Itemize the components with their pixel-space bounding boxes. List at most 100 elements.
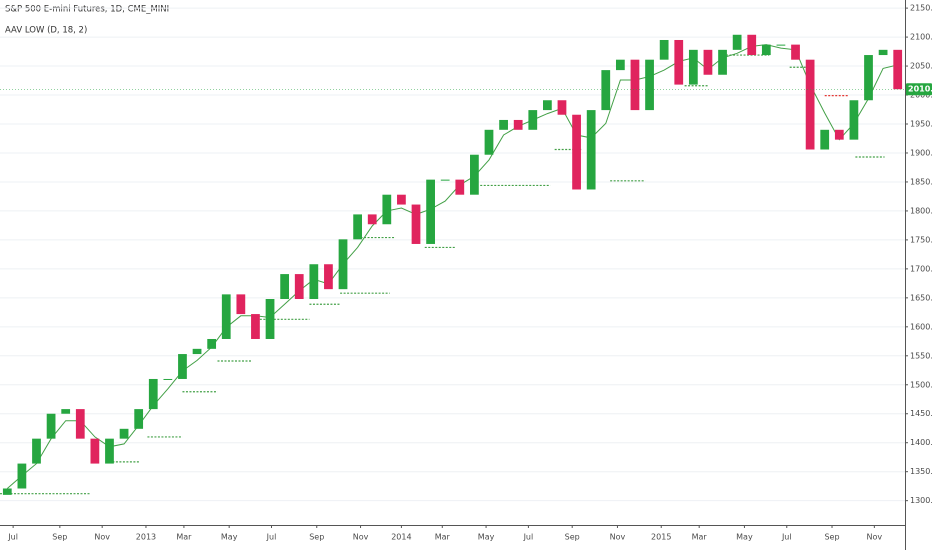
x-tick-label: May <box>478 533 495 542</box>
candle-body <box>732 34 742 50</box>
candle-body <box>484 129 494 155</box>
candle-body <box>528 110 538 130</box>
x-tick-label: Sep <box>565 533 580 542</box>
y-tick-label: 1300.00 <box>910 496 932 505</box>
candle-body <box>192 348 202 355</box>
x-tick-label: Sep <box>824 533 839 542</box>
x-tick-label: Sep <box>52 533 67 542</box>
candle-body <box>134 409 144 429</box>
candle-body <box>645 59 654 111</box>
candle-body <box>221 294 231 339</box>
y-tick-label: 1950.00 <box>910 120 932 129</box>
x-tick-label: Mar <box>435 533 451 542</box>
candle-body <box>440 179 450 181</box>
x-tick-label: May <box>221 533 238 542</box>
candle-body <box>601 70 611 111</box>
candle-body <box>17 463 27 489</box>
candle-body <box>630 59 640 111</box>
candle-body <box>251 314 260 339</box>
candle-body <box>455 179 465 195</box>
x-tick-label: Jul <box>266 533 277 542</box>
x-tick-label: Sep <box>309 533 324 542</box>
candle-body <box>791 44 800 60</box>
candle-body <box>674 39 684 85</box>
candle-body <box>119 428 129 439</box>
candle-body <box>148 378 158 410</box>
candle-body <box>178 354 187 379</box>
candle-body <box>878 49 888 56</box>
candle-body <box>849 100 859 140</box>
x-tick-label: Nov <box>353 533 369 542</box>
candle-body <box>776 44 786 46</box>
candle-body <box>353 214 362 240</box>
candle-body <box>834 129 844 140</box>
y-tick-label: 1600.00 <box>910 322 932 331</box>
candle-body <box>703 49 713 75</box>
candle-body <box>513 119 523 130</box>
y-tick-label: 1800.00 <box>910 206 932 215</box>
y-tick-label: 1400.00 <box>910 438 932 447</box>
last-price-label: 2010.00 <box>908 85 932 94</box>
y-tick-label: 1350.00 <box>910 467 932 476</box>
candle-body <box>2 488 12 495</box>
candle-body <box>761 44 771 56</box>
candle-body <box>411 204 421 244</box>
candle-body <box>426 179 435 244</box>
candle-body <box>90 438 100 464</box>
candle-body <box>105 438 114 464</box>
y-tick-label: 1550.00 <box>910 351 932 360</box>
candle-body <box>805 59 815 150</box>
candle-body <box>265 299 275 339</box>
candle-body <box>615 59 625 71</box>
candle-body <box>32 438 41 464</box>
x-tick-label: May <box>736 533 753 542</box>
y-tick-label: 1650.00 <box>910 293 932 302</box>
indicator-label: AAV LOW (D, 18, 2) <box>5 26 87 36</box>
y-tick-label: 1500.00 <box>910 380 932 389</box>
x-tick-label: 2014 <box>391 533 411 542</box>
candle-body <box>659 39 669 60</box>
candle-body <box>543 100 552 111</box>
candle-body <box>820 129 830 150</box>
y-tick-label: 1750.00 <box>910 235 932 244</box>
candle-body <box>309 264 319 300</box>
candle-body <box>236 294 246 315</box>
candle-body <box>572 114 581 190</box>
candle-body <box>718 49 727 75</box>
candle-body <box>499 119 508 130</box>
y-tick-label: 1900.00 <box>910 148 932 157</box>
x-tick-label: Jul <box>7 533 18 542</box>
y-tick-label: 2050.00 <box>910 62 932 71</box>
candle-body <box>557 100 567 115</box>
candle-body <box>688 49 698 85</box>
x-tick-label: Jul <box>781 533 792 542</box>
candle-body <box>470 154 479 195</box>
x-tick-label: Mar <box>692 533 708 542</box>
x-tick-label: 2013 <box>136 533 156 542</box>
y-tick-label: 1850.00 <box>910 177 932 186</box>
candle-body <box>747 34 757 56</box>
candle-body <box>864 55 873 101</box>
chart-title: S&P 500 E-mini Futures, 1D, CME_MINI <box>5 5 169 15</box>
candle-body <box>586 110 596 190</box>
candle-body <box>46 413 56 439</box>
x-tick-label: Jul <box>523 533 534 542</box>
candle-body <box>75 409 85 439</box>
candle-body <box>893 49 903 90</box>
x-tick-label: Mar <box>176 533 192 542</box>
last-price-tag <box>906 83 932 96</box>
candle-body <box>207 338 217 349</box>
x-tick-label: 2015 <box>651 533 671 542</box>
y-tick-label: 2100.00 <box>910 33 932 42</box>
x-tick-label: Nov <box>867 533 883 542</box>
candle-body <box>294 274 304 300</box>
candle-body <box>338 239 348 290</box>
candle-body <box>367 214 377 225</box>
y-tick-label: 2150.00 <box>910 4 932 13</box>
candle-body <box>324 264 333 290</box>
x-tick-label: Nov <box>94 533 110 542</box>
candle-body <box>163 378 173 380</box>
